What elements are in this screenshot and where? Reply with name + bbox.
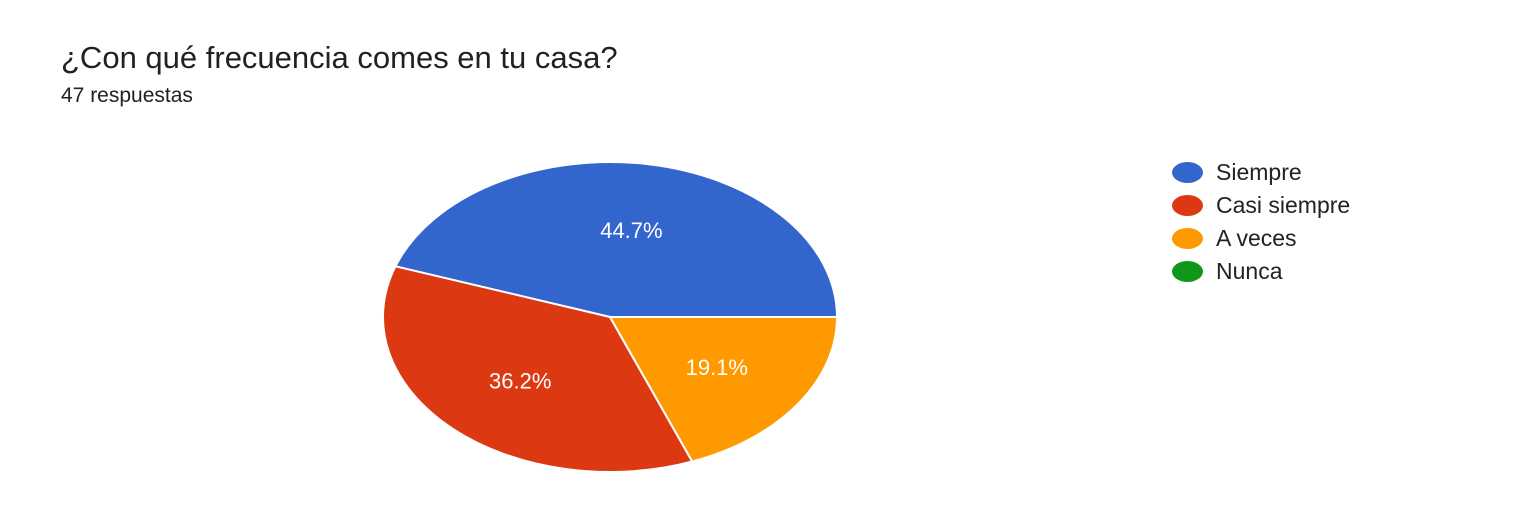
slice-label-siempre: 44.7% <box>600 218 662 243</box>
response-count: 47 respuestas <box>61 84 193 107</box>
legend-swatch-siempre <box>1172 162 1203 183</box>
legend-swatch-a-veces <box>1172 228 1203 249</box>
legend-item-casi-siempre[interactable]: Casi siempre <box>1172 189 1350 222</box>
legend-swatch-nunca <box>1172 261 1203 282</box>
pie-slice-casi-siempre[interactable] <box>382 265 694 473</box>
pie-slice-siempre[interactable] <box>394 161 838 318</box>
legend-item-nunca[interactable]: Nunca <box>1172 255 1350 288</box>
legend-label-nunca: Nunca <box>1216 258 1283 284</box>
pie-slice-a-veces[interactable] <box>609 316 838 463</box>
legend-swatch-casi-siempre <box>1172 195 1203 216</box>
legend-label-a-veces: A veces <box>1216 225 1297 251</box>
legend-item-siempre[interactable]: Siempre <box>1172 156 1350 189</box>
legend-label-casi-siempre: Casi siempre <box>1216 192 1351 218</box>
slice-label-casi-siempre: 36.2% <box>489 369 551 394</box>
legend-label-siempre: Siempre <box>1216 159 1302 185</box>
slice-label-a-veces: 19.1% <box>686 355 748 380</box>
chart-title: ¿Con qué frecuencia comes en tu casa? <box>61 40 618 75</box>
chart-legend: Siempre Casi siempre A veces Nunca <box>1172 156 1350 288</box>
legend-item-a-veces[interactable]: A veces <box>1172 222 1350 255</box>
